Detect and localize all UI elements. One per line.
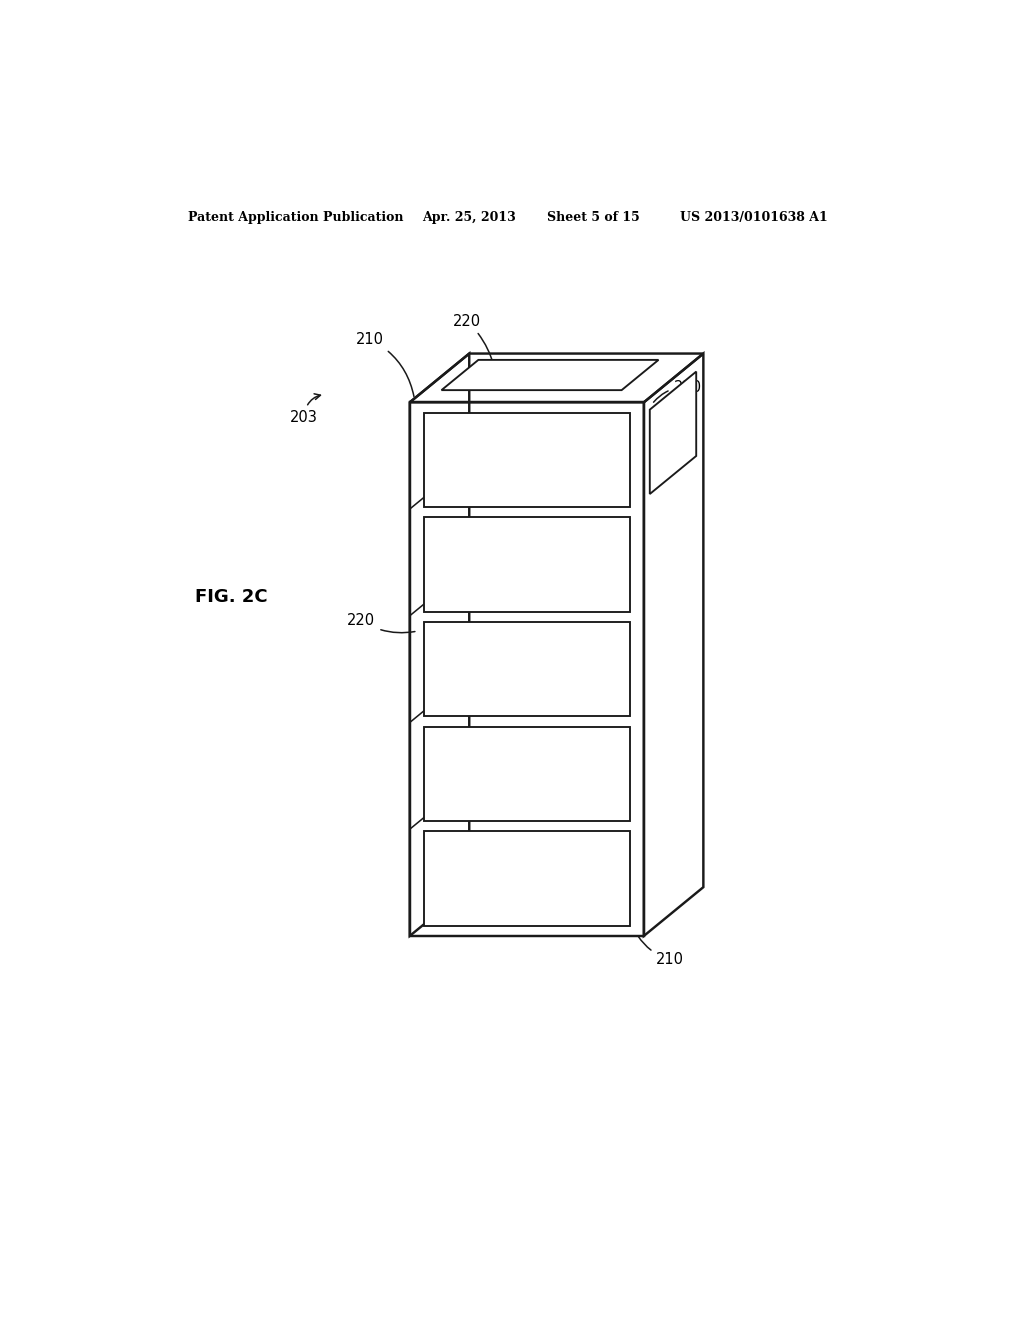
Polygon shape: [410, 403, 644, 936]
Bar: [424, 413, 630, 507]
Polygon shape: [441, 360, 658, 391]
Text: Sheet 5 of 15: Sheet 5 of 15: [547, 211, 640, 224]
Polygon shape: [650, 372, 696, 494]
Bar: [424, 517, 630, 611]
Text: Apr. 25, 2013: Apr. 25, 2013: [422, 211, 515, 224]
Text: 220: 220: [453, 314, 494, 366]
Polygon shape: [416, 788, 467, 928]
Bar: [424, 726, 630, 821]
Text: Patent Application Publication: Patent Application Publication: [187, 211, 403, 224]
Polygon shape: [416, 469, 467, 607]
Text: FIG. 2C: FIG. 2C: [196, 589, 268, 606]
Polygon shape: [644, 354, 703, 936]
Polygon shape: [410, 354, 703, 403]
Text: 210: 210: [356, 331, 414, 396]
Text: 210: 210: [638, 936, 684, 966]
Bar: [424, 622, 630, 717]
Polygon shape: [410, 354, 469, 936]
Text: 220: 220: [653, 380, 701, 403]
Text: 203: 203: [290, 393, 321, 425]
Text: 220: 220: [347, 614, 415, 632]
Bar: [424, 832, 630, 925]
Polygon shape: [416, 576, 467, 714]
Polygon shape: [416, 682, 467, 821]
Polygon shape: [416, 362, 467, 500]
Text: US 2013/0101638 A1: US 2013/0101638 A1: [680, 211, 827, 224]
